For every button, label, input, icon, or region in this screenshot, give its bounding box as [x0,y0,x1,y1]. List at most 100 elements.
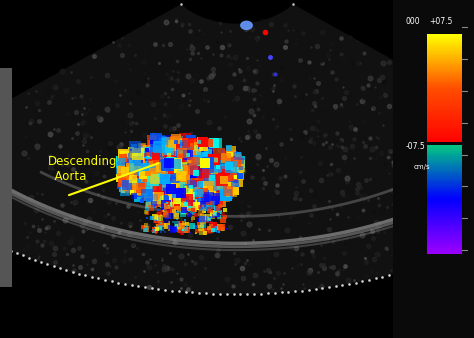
Bar [427,113,462,115]
Bar [427,179,462,182]
Bar [427,252,462,254]
Bar [427,135,462,137]
Bar [427,43,462,45]
Text: 000: 000 [406,17,420,26]
Bar [427,244,462,246]
Bar [427,216,462,217]
Bar [427,100,462,102]
Bar [427,73,462,75]
Bar [393,0,474,338]
Bar [427,133,462,135]
Bar [427,205,462,207]
Bar [427,99,462,100]
Bar [427,108,462,110]
Bar [427,48,462,50]
Bar [427,167,462,169]
Bar [427,93,462,95]
Bar [427,163,462,165]
Bar [427,226,462,228]
Bar [427,165,462,167]
Bar [427,65,462,66]
Bar [427,72,462,73]
Bar [427,66,462,68]
Bar [427,90,462,92]
Bar [427,248,462,250]
Bar [427,52,462,54]
Bar [427,214,462,216]
Bar [427,46,462,48]
Bar [427,79,462,81]
Bar [427,185,462,187]
Bar [0,68,12,287]
Bar [427,117,462,119]
Bar [427,140,462,142]
Bar [427,145,462,147]
Bar [427,243,462,244]
Bar [427,156,462,158]
Bar [427,236,462,237]
Bar [427,34,462,35]
Bar [427,127,462,129]
Bar [427,246,462,248]
Bar [427,61,462,63]
Bar [427,131,462,133]
Bar [427,84,462,86]
Bar [427,104,462,106]
Bar [427,70,462,72]
Bar [427,95,462,97]
Bar [427,234,462,236]
Bar [427,230,462,232]
Text: cm/s: cm/s [413,164,430,170]
Bar [427,228,462,230]
Bar [427,198,462,199]
Bar [427,152,462,154]
Bar [427,39,462,41]
Circle shape [241,21,252,29]
Bar [427,102,462,104]
Bar [427,172,462,174]
Bar [427,82,462,84]
Bar [427,111,462,113]
Text: -07.5: -07.5 [406,142,426,151]
Bar [427,119,462,120]
Bar [427,199,462,201]
Bar [427,209,462,210]
Bar [427,239,462,241]
Bar [427,225,462,226]
Bar [427,232,462,234]
Bar [427,203,462,205]
Bar [427,160,462,162]
Bar [427,201,462,203]
Bar [427,194,462,196]
Bar [427,190,462,192]
Bar [427,59,462,61]
Bar [427,57,462,59]
Bar [427,35,462,38]
Bar [427,38,462,39]
Bar [427,126,462,127]
Bar [427,241,462,243]
Bar [427,151,462,152]
Bar [427,122,462,124]
Bar [427,92,462,93]
Bar [427,182,462,183]
Bar [427,75,462,77]
Bar [427,154,462,156]
Bar [427,124,462,126]
Bar [427,115,462,117]
Bar [427,210,462,212]
Bar [427,110,462,111]
Bar [427,138,462,140]
Bar [427,54,462,55]
Bar [427,178,462,179]
Bar [427,86,462,88]
Bar [427,187,462,189]
Bar [427,63,462,65]
Bar [427,106,462,108]
Bar [427,88,462,90]
Bar [427,97,462,99]
Bar [427,207,462,209]
Bar [427,120,462,122]
Polygon shape [0,4,474,294]
Bar [427,221,462,223]
